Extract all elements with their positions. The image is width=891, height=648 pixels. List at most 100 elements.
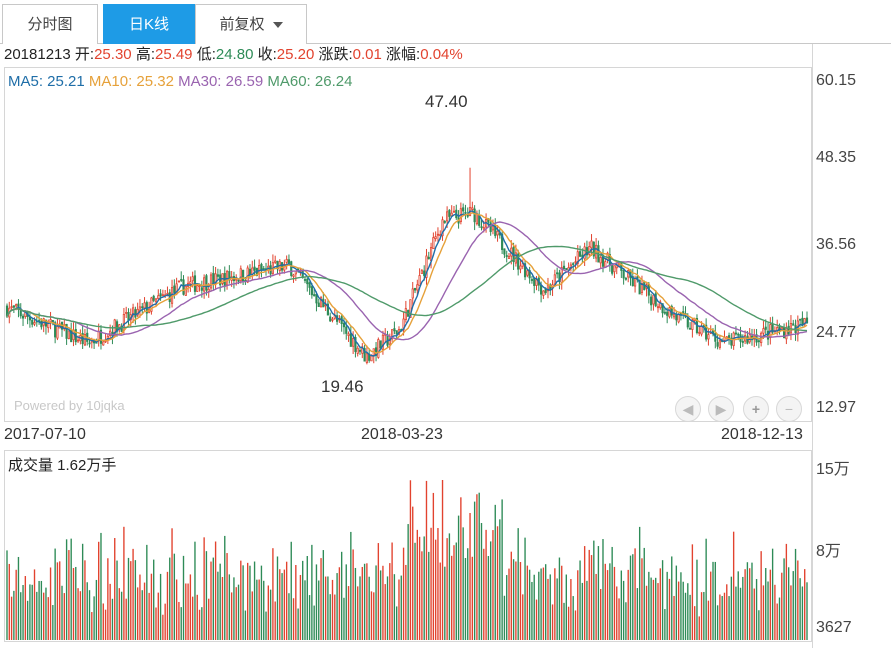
candle-body (423, 270, 426, 276)
candle-body (578, 251, 582, 257)
volume-bar (343, 597, 345, 640)
volume-bar (473, 501, 476, 640)
volume-bar (8, 563, 10, 640)
volume-bar (744, 569, 746, 640)
volume-bar (467, 548, 469, 640)
volume-bar (437, 528, 439, 640)
volume-bar (180, 607, 182, 640)
volume-bar (189, 574, 192, 640)
volume-chart[interactable] (5, 451, 811, 641)
volume-bar (318, 580, 320, 640)
volume-bar (627, 569, 629, 640)
candle-body (159, 293, 162, 297)
candle-body (402, 318, 405, 331)
candle-body (65, 323, 68, 339)
candle-body (235, 278, 238, 281)
volume-bar (804, 569, 806, 640)
tab-adjust-dropdown[interactable]: 前复权 (195, 4, 307, 44)
candle-body (613, 265, 616, 273)
volume-bar (710, 571, 712, 640)
candle-body (542, 290, 545, 296)
candle-body (652, 294, 655, 305)
volume-bar (574, 610, 577, 640)
volume-bar (357, 586, 359, 640)
volume-bar (544, 564, 547, 640)
volume-bar (462, 527, 464, 640)
candle-body (134, 309, 137, 318)
volume-bar (687, 583, 689, 640)
volume-bar (375, 565, 377, 640)
volume-bar (751, 562, 753, 640)
candle-body (766, 330, 770, 340)
candle-body (326, 303, 330, 316)
volume-bar (42, 592, 45, 640)
volume-bar (334, 594, 336, 640)
kline-chart[interactable] (5, 68, 811, 421)
candle-body (677, 313, 680, 323)
volume-bar (395, 606, 398, 640)
tab-daily-kline[interactable]: 日K线 (103, 4, 195, 44)
volume-bar (668, 578, 671, 640)
volume-bar (226, 553, 228, 640)
candle-body (411, 288, 414, 299)
candle-body (741, 341, 744, 343)
candle-body (576, 251, 579, 264)
candle-body (49, 319, 52, 323)
volume-bar (684, 592, 687, 640)
ma60-value: MA60: 26.24 (267, 73, 353, 90)
volume-bar (198, 609, 201, 640)
scroll-left-button[interactable]: ◀ (675, 396, 701, 422)
scroll-right-button[interactable]: ▶ (708, 396, 734, 422)
candle-body (670, 305, 673, 316)
volume-bar (251, 591, 253, 640)
candle-body (672, 313, 676, 318)
volume-bar (288, 593, 290, 640)
volume-bar (742, 576, 744, 640)
volume-bar (409, 480, 412, 640)
volume-bar (418, 536, 421, 640)
candle-body (519, 265, 522, 270)
price-tick: 60.15 (816, 72, 857, 89)
candle-body (686, 317, 689, 328)
candle-body (420, 270, 423, 274)
volume-bar (249, 565, 251, 640)
volume-bar (533, 574, 535, 640)
candle-body (480, 226, 483, 229)
volume-bar (526, 565, 529, 640)
zoom-out-button[interactable]: − (776, 396, 802, 422)
volume-bar (726, 584, 728, 640)
candle-body (391, 329, 394, 340)
volume-bar (265, 611, 267, 640)
volume-bar (728, 596, 730, 640)
volume-bar (15, 569, 17, 640)
volume-bar (648, 571, 650, 640)
volume-bar (515, 561, 517, 640)
candle-body (764, 326, 767, 330)
tab-intraday[interactable]: 分时图 (2, 4, 98, 44)
volume-bar (508, 568, 510, 640)
candle-body (443, 221, 446, 223)
volume-bar (91, 612, 93, 640)
volume-bar (368, 576, 370, 640)
kline-chart-frame[interactable] (4, 67, 812, 422)
volume-bar (538, 571, 540, 640)
volume-bar (673, 595, 675, 640)
volume-bar (127, 557, 130, 640)
candle-body (76, 339, 80, 342)
candle-body (666, 311, 669, 316)
candle-body (209, 274, 213, 289)
candle-body (801, 317, 804, 327)
volume-bar (581, 582, 584, 640)
volume-bar (219, 563, 221, 640)
volume-chart-frame[interactable] (4, 450, 812, 642)
volume-bar (762, 585, 765, 640)
volume-bar (501, 499, 503, 640)
volume-bar (716, 605, 719, 640)
volume-bar (558, 557, 561, 640)
candle-body (184, 285, 187, 296)
candle-body (418, 275, 421, 286)
candle-body (631, 276, 634, 287)
volume-bar (519, 561, 522, 640)
volume-bar (143, 582, 146, 640)
zoom-in-button[interactable]: + (743, 396, 769, 422)
